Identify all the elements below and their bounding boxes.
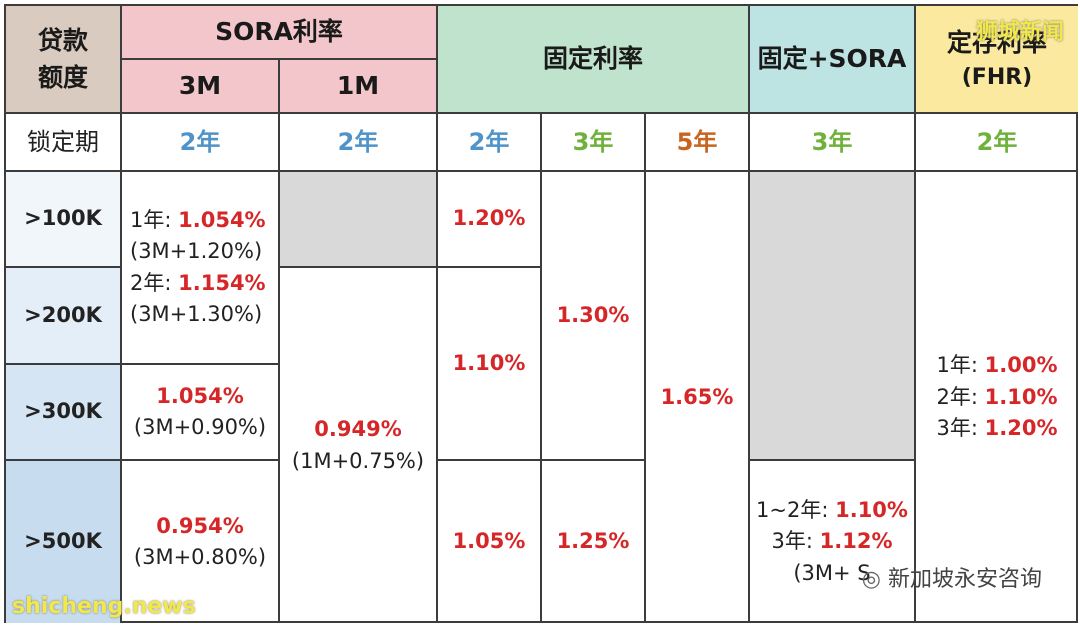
fixed-sora-line1: 1~2年: 1.10%	[756, 497, 908, 522]
fixed-sora-line3: (3M+ S	[793, 560, 871, 585]
lock-period-label: 锁定期	[6, 114, 122, 172]
fhr-2y-line: 2年: 1.10%	[936, 384, 1058, 409]
sora-3m-header: 3M	[122, 60, 280, 114]
lock-period-fixed-sora: 3年	[750, 114, 916, 172]
watermark-bottom-right: ◎ 新加坡永安咨询	[862, 561, 1042, 593]
sora-1m-rate: 0.949%	[314, 417, 402, 441]
watermark-top-right: 狮城新闻	[975, 20, 1064, 45]
sora-3m-500k-note: (3M+0.80%)	[133, 545, 267, 569]
fixed-sora-header: 固定+SORA	[750, 6, 916, 114]
lock-period-sora-1m: 2年	[280, 114, 438, 172]
fixed-2y-200k-300k: 1.10%	[438, 268, 542, 461]
sora-3m-2y-line: 2年: 1.154%	[130, 270, 266, 295]
lock-period-fixed-3y: 3年	[542, 114, 646, 172]
fixed-header: 固定利率	[438, 6, 750, 114]
sora-3m-100k-200k: 1年: 1.054% (3M+1.20%) 2年: 1.154% (3M+1.3…	[122, 172, 280, 365]
sora-3m-300k-note: (3M+0.90%)	[133, 415, 267, 439]
wechat-icon: ◎	[861, 567, 888, 592]
lock-period-sora-3m: 2年	[122, 114, 280, 172]
fhr-3y-line: 3年: 1.20%	[936, 416, 1058, 441]
fixed-sora-na	[750, 172, 916, 461]
loan-amount-header: 贷款 额度	[6, 6, 122, 114]
watermark-bottom-right-text: 新加坡永安咨询	[887, 567, 1042, 592]
fhr-header-line2: (FHR)	[961, 65, 1033, 91]
watermark-bottom-left: shicheng.news	[12, 594, 196, 619]
loan-amount-header-line2: 额度	[37, 63, 88, 92]
row-label-200k: >200K	[6, 268, 122, 365]
loan-amount-header-line1: 贷款	[37, 25, 88, 55]
row-label-300k: >300K	[6, 365, 122, 461]
lock-period-fixed-5y: 5年	[646, 114, 750, 172]
sora-3m-2y-note: (3M+1.30%)	[130, 302, 263, 326]
fixed-2y-500k: 1.05%	[438, 461, 542, 623]
fixed-3y-500k: 1.25%	[542, 461, 646, 623]
fixed-5y-all: 1.65%	[646, 172, 750, 623]
fhr-all: 1年: 1.00% 2年: 1.10% 3年: 1.20%	[916, 172, 1078, 623]
fhr-header: 定存利率 (FHR)	[916, 6, 1078, 114]
sora-1m-header: 1M	[280, 60, 438, 114]
sora-3m-300k-rate: 1.054%	[156, 383, 244, 408]
sora-3m-300k: 1.054% (3M+0.90%)	[122, 365, 280, 461]
lock-period-fixed-2y: 2年	[438, 114, 542, 172]
sora-3m-1y-note: (3M+1.20%)	[130, 239, 263, 263]
fhr-header-line1: 定存利率	[946, 27, 1047, 57]
fhr-1y-line: 1年: 1.00%	[936, 353, 1058, 378]
lock-period-fhr: 2年	[916, 114, 1078, 172]
fixed-sora-500k: 1~2年: 1.10% 3年: 1.12% (3M+ S	[750, 461, 916, 623]
fixed-sora-line2: 3年: 1.12%	[771, 529, 893, 554]
row-label-500k: >500K	[6, 461, 122, 623]
sora-3m-500k-rate: 0.954%	[156, 513, 244, 538]
fixed-2y-100k: 1.20%	[438, 172, 542, 268]
sora-3m-1y-line: 1年: 1.054%	[130, 207, 266, 232]
fixed-3y-100k-300k: 1.30%	[542, 172, 646, 461]
sora-1m-note: (1M+0.75%)	[291, 448, 425, 473]
sora-3m-500k: 0.954% (3M+0.80%)	[122, 461, 280, 623]
row-label-100k: >100K	[6, 172, 122, 268]
sora-header: SORA利率	[122, 6, 438, 60]
sora-1m-200k-plus: 0.949% (1M+0.75%)	[280, 268, 438, 623]
rate-table: 贷款 额度 SORA利率 固定利率 固定+SORA 定存利率 (FHR) 3M …	[4, 4, 1078, 623]
sora-1m-100k-na	[280, 172, 438, 268]
